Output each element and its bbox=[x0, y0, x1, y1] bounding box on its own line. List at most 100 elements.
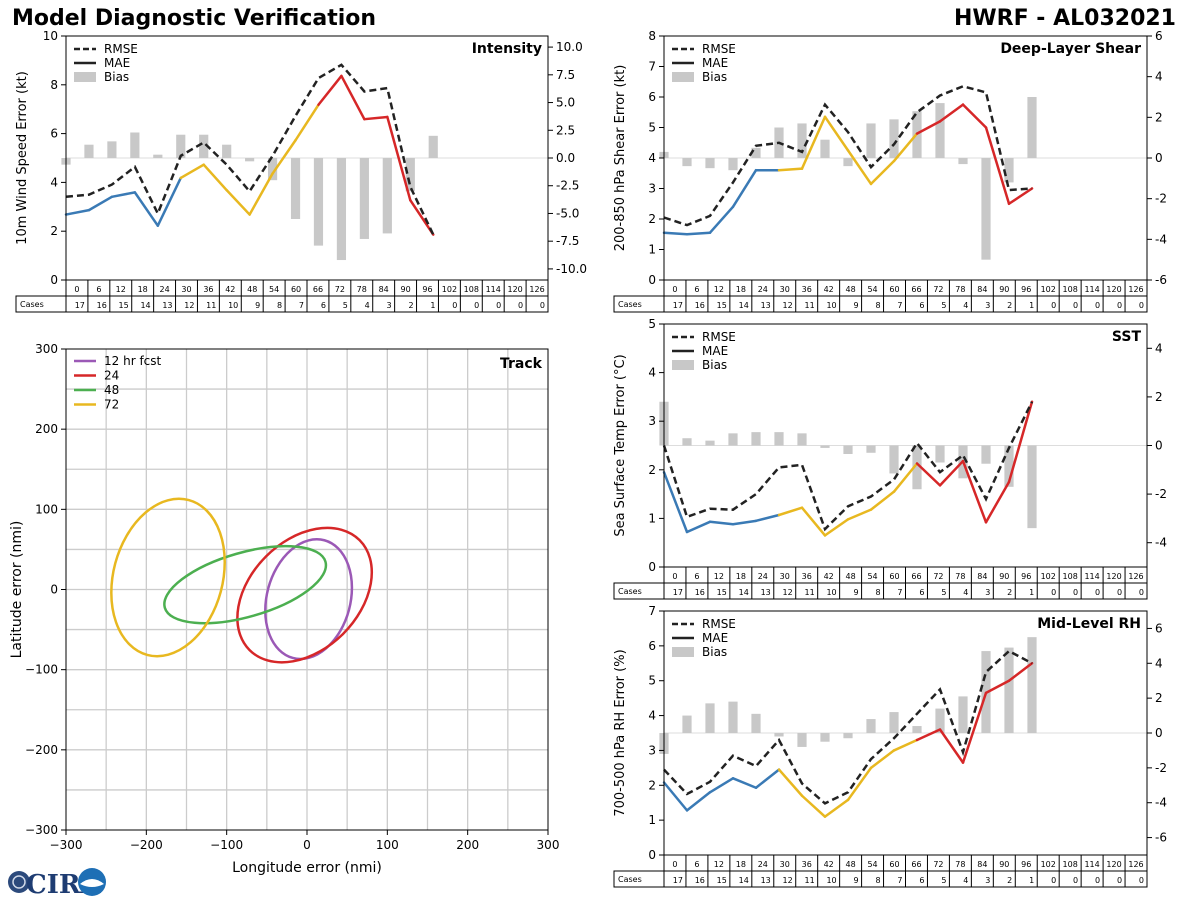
lead-hour-cell: 78 bbox=[955, 285, 965, 294]
lead-hour-cell: 54 bbox=[867, 572, 877, 581]
legend-rmse-label: RMSE bbox=[104, 42, 138, 56]
y-tick-label: 5 bbox=[648, 674, 656, 688]
mae-segment bbox=[777, 167, 804, 172]
bias-bar bbox=[1004, 158, 1014, 183]
lead-hour-cell: 126 bbox=[1128, 860, 1143, 869]
lead-hour-cell: 6 bbox=[694, 860, 699, 869]
lead-hour-cell: 30 bbox=[780, 860, 790, 869]
lead-hour-cell: 102 bbox=[1041, 285, 1056, 294]
case-count-cell: 1 bbox=[1029, 301, 1034, 310]
mae-segment bbox=[892, 132, 919, 163]
bias-bar bbox=[866, 719, 876, 733]
cases-label: Cases bbox=[618, 300, 642, 309]
case-count-cell: 1 bbox=[1029, 876, 1034, 885]
bias-bar bbox=[751, 713, 761, 733]
case-count-cell: 15 bbox=[717, 876, 727, 885]
case-count-cell: 10 bbox=[826, 588, 836, 597]
cases-label: Cases bbox=[618, 587, 642, 596]
lead-hour-cell: 0 bbox=[672, 285, 677, 294]
bias-bar bbox=[751, 432, 761, 446]
mae-segment bbox=[133, 191, 160, 227]
lead-hour-cell: 96 bbox=[1021, 572, 1031, 581]
lead-hour-cell: 120 bbox=[1106, 572, 1121, 581]
case-count-cell: 0 bbox=[1051, 588, 1056, 597]
bias-bar bbox=[820, 139, 830, 158]
lead-hour-cell: 0 bbox=[74, 285, 79, 294]
legend-mae-label: MAE bbox=[702, 56, 728, 70]
case-count-cell: 17 bbox=[673, 588, 683, 597]
rmse-line bbox=[663, 84, 1033, 227]
lead-hour-cell: 18 bbox=[138, 285, 148, 294]
lead-hour-cell: 66 bbox=[911, 572, 921, 581]
case-count-cell: 0 bbox=[1117, 876, 1122, 885]
case-count-cell: 10 bbox=[826, 876, 836, 885]
error-ellipse bbox=[110, 497, 226, 658]
legend-label: 24 bbox=[104, 369, 119, 383]
y2-tick-label: 7.5 bbox=[556, 68, 575, 82]
bias-bar bbox=[267, 158, 278, 181]
mae-segment bbox=[1007, 187, 1034, 205]
lead-hour-cell: 102 bbox=[1041, 572, 1056, 581]
lead-hour-cell: 30 bbox=[780, 285, 790, 294]
lead-hour-cell: 12 bbox=[714, 860, 724, 869]
y-axis-label: 200-850 hPa Shear Error (kt) bbox=[613, 65, 628, 252]
case-count-cell: 11 bbox=[804, 301, 814, 310]
bias-bar bbox=[935, 445, 945, 463]
mae-segment bbox=[708, 777, 735, 794]
mae-segment bbox=[915, 728, 942, 742]
case-count-cell: 0 bbox=[1095, 301, 1100, 310]
mae-segment bbox=[961, 459, 988, 524]
lead-hour-cell: 54 bbox=[867, 285, 877, 294]
lead-hour-cell: 24 bbox=[758, 572, 768, 581]
bias-bar bbox=[774, 733, 784, 737]
mae-segment bbox=[800, 115, 827, 170]
bias-bar bbox=[981, 445, 991, 464]
mae-segment bbox=[915, 462, 942, 487]
error-ellipse bbox=[236, 526, 374, 664]
case-count-cell: 9 bbox=[853, 876, 858, 885]
lead-hour-cell: 114 bbox=[1084, 860, 1099, 869]
legend-bias-label: Bias bbox=[702, 645, 727, 659]
case-count-cell: 0 bbox=[474, 301, 479, 310]
globe-icon bbox=[8, 871, 30, 893]
rmse-line bbox=[65, 63, 435, 236]
mae-segment bbox=[823, 518, 850, 537]
cases-row bbox=[613, 295, 1148, 313]
lead-hour-cell: 24 bbox=[758, 285, 768, 294]
lead-hour-cell: 48 bbox=[846, 572, 856, 581]
y2-tick-label: 4 bbox=[1155, 70, 1163, 84]
bias-bar bbox=[912, 726, 922, 733]
lead-hour-cell: 36 bbox=[802, 860, 812, 869]
mae-segment bbox=[961, 103, 988, 129]
y-tick-label: 10 bbox=[43, 29, 58, 43]
mae-segment bbox=[731, 519, 758, 526]
y2-tick-label: 0 bbox=[1155, 726, 1163, 740]
lead-hour-cell: 0 bbox=[672, 860, 677, 869]
x-axis-label: Longitude error (nmi) bbox=[232, 860, 382, 876]
y-tick-label: 4 bbox=[648, 151, 656, 165]
y2-tick-label: 5.0 bbox=[556, 96, 575, 110]
legend-rmse-label: RMSE bbox=[702, 330, 736, 344]
case-count-cell: 15 bbox=[717, 588, 727, 597]
y-tick-label: 2 bbox=[648, 212, 656, 226]
legend-bias-swatch bbox=[672, 360, 694, 370]
lead-hour-cell: 36 bbox=[802, 285, 812, 294]
mae-segment bbox=[754, 513, 781, 523]
y-tick-label: 6 bbox=[50, 127, 58, 141]
y2-tick-label: 2 bbox=[1155, 691, 1163, 705]
y2-tick-label: 0 bbox=[1155, 439, 1163, 453]
y2-tick-label: 6 bbox=[1155, 29, 1163, 43]
case-count-cell: 1 bbox=[430, 301, 435, 310]
y2-tick-label: 2.5 bbox=[556, 123, 575, 137]
lead-hour-cell: 42 bbox=[824, 285, 834, 294]
y2-tick-label: 2 bbox=[1155, 390, 1163, 404]
bias-bar bbox=[981, 158, 991, 260]
bias-bar bbox=[682, 438, 692, 446]
case-count-cell: 17 bbox=[673, 876, 683, 885]
bias-bar bbox=[682, 158, 692, 167]
case-count-cell: 11 bbox=[206, 301, 216, 310]
mae-segment bbox=[685, 791, 712, 812]
mae-segment bbox=[340, 74, 366, 121]
case-count-cell: 13 bbox=[162, 301, 172, 310]
